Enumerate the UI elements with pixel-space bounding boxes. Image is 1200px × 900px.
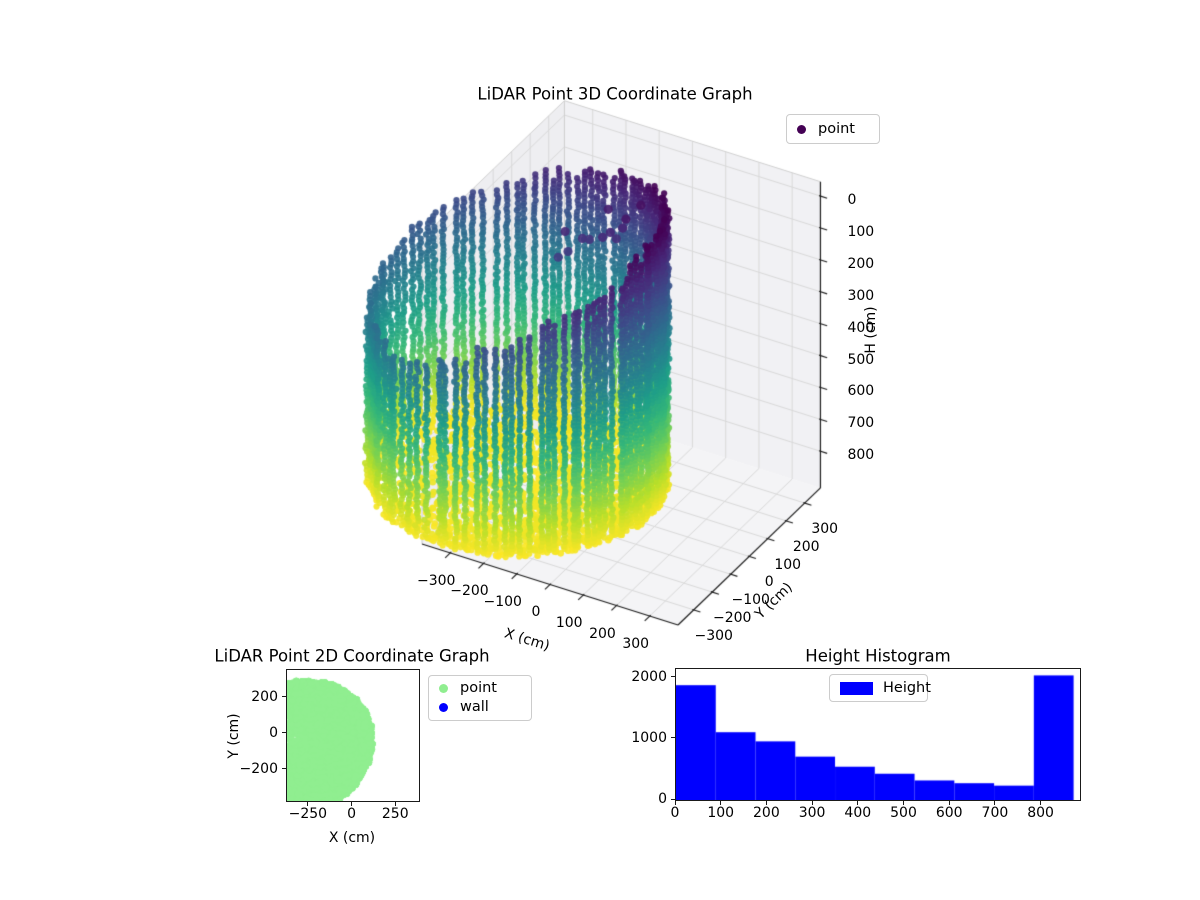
hist-x-tick-label: 400 xyxy=(844,805,872,821)
tick-mark xyxy=(394,802,396,806)
plot3d-y-tick-label: 0 xyxy=(764,574,774,591)
tick-mark xyxy=(765,801,767,805)
plot3d-x-tick-label: 100 xyxy=(555,615,583,632)
plot3d-y-tick-label: −200 xyxy=(712,610,752,627)
tick-mark xyxy=(811,801,813,805)
tick-mark xyxy=(857,801,859,805)
plot3d-x-tick-label: −100 xyxy=(483,593,522,610)
tick-mark xyxy=(994,801,996,805)
tick-mark xyxy=(720,801,722,805)
plot3d-y-tick-label: 200 xyxy=(792,538,820,555)
tick-mark xyxy=(307,802,309,806)
plot3d-x-tick-label: 200 xyxy=(589,625,616,642)
plot3d-h-tick-label: 200 xyxy=(847,255,875,272)
plot3d-haxis-label: H (cm) xyxy=(863,306,879,354)
plot3d-canvas xyxy=(270,95,910,670)
plot2d-title: LiDAR Point 2D Coordinate Graph xyxy=(214,646,490,666)
plot3d-x-tick-label: 0 xyxy=(531,604,541,621)
plot3d-h-tick-label: 600 xyxy=(847,383,875,400)
hist-x-tick-label: 800 xyxy=(1027,805,1054,821)
plot3d-y-tick-label: 300 xyxy=(811,521,839,538)
hist-legend: Height xyxy=(829,674,931,702)
plot3d-legend-label: point xyxy=(818,120,855,137)
plot2d-legend: point wall xyxy=(428,675,532,721)
hist-y-tick-label: 1000 xyxy=(631,729,667,746)
plot2d-y-tick-label: 0 xyxy=(269,724,278,741)
plot2d-xaxis-label: X (cm) xyxy=(328,830,376,846)
hist-x-tick-label: 500 xyxy=(890,805,917,821)
plot3d-h-tick-label: 400 xyxy=(847,319,875,336)
hist-y-tick-label: 0 xyxy=(658,791,667,807)
plot3d-h-tick-label: 700 xyxy=(847,415,875,432)
plot2d-x-tick-label: −250 xyxy=(288,806,328,822)
tick-mark xyxy=(671,737,675,739)
plot3d-h-tick-label: 800 xyxy=(847,447,875,464)
plot2d-yaxis-label: Y (cm) xyxy=(226,713,242,759)
point-legend-marker-icon xyxy=(439,684,448,693)
tick-mark xyxy=(674,801,676,805)
tick-mark xyxy=(948,801,950,805)
plot3d-x-tick-label: 300 xyxy=(622,636,650,653)
plot3d-h-tick-label: 500 xyxy=(847,351,875,368)
tick-mark xyxy=(351,802,353,806)
tick-mark xyxy=(282,732,286,734)
plot2d-legend-label-wall: wall xyxy=(460,699,489,715)
plot2d-canvas xyxy=(287,670,419,801)
hist-legend-label: Height xyxy=(883,679,931,696)
hist-x-tick-label: 0 xyxy=(670,805,680,821)
plot3d-legend: point xyxy=(786,114,880,144)
tick-mark xyxy=(282,696,286,698)
plot2d-y-tick-label: −200 xyxy=(239,760,278,777)
height-legend-patch-icon xyxy=(840,681,873,695)
plot2d-axes xyxy=(286,669,420,802)
tick-mark xyxy=(903,801,904,805)
plot3d-h-tick-label: 300 xyxy=(847,287,875,304)
hist-y-tick-label: 2000 xyxy=(631,668,667,685)
tick-mark xyxy=(671,798,675,800)
hist-x-tick-label: 200 xyxy=(753,805,780,821)
tick-mark xyxy=(282,768,286,770)
plot3d-h-tick-label: 0 xyxy=(847,192,857,209)
tick-mark xyxy=(671,676,675,678)
plot2d-x-tick-label: 0 xyxy=(347,806,357,822)
plot2d-legend-label-point: point xyxy=(460,680,497,696)
plot3d-x-tick-label: −200 xyxy=(450,583,489,600)
plot2d-x-tick-label: 250 xyxy=(381,806,409,822)
plot3d-y-tick-label: 100 xyxy=(774,556,802,573)
hist-x-tick-label: 300 xyxy=(798,805,826,821)
hist-title: Height Histogram xyxy=(805,646,951,666)
hist-x-tick-label: 100 xyxy=(707,805,735,821)
plot3d-h-tick-label: 100 xyxy=(847,223,875,240)
plot3d-x-tick-label: −300 xyxy=(417,572,456,589)
plot3d-y-tick-label: −100 xyxy=(731,592,770,609)
tick-mark xyxy=(1040,801,1042,805)
plot3d-y-tick-label: −300 xyxy=(694,627,733,644)
hist-x-tick-label: 600 xyxy=(935,805,963,821)
wall-legend-marker-icon xyxy=(439,703,448,712)
point-legend-marker-icon xyxy=(797,124,806,134)
plot2d-y-tick-label: 200 xyxy=(251,688,278,705)
hist-x-tick-label: 700 xyxy=(981,805,1009,821)
